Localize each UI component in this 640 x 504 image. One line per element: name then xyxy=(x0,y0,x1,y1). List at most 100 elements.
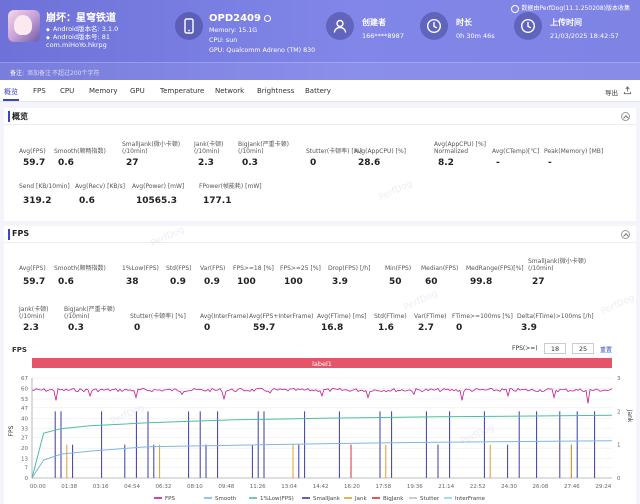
metric-label: FTime>=100ms [%] xyxy=(452,313,513,320)
metric-value: 100 xyxy=(284,277,303,287)
duration-title: 时长 xyxy=(456,18,472,27)
tab-brightness[interactable]: Brightness xyxy=(257,87,295,95)
upload-time-icon xyxy=(514,12,542,40)
section-accent xyxy=(8,111,10,122)
android-version: ◆ Android版本名: 3.1.0 xyxy=(46,25,119,33)
metric-label: Smooth(顺畅指数) xyxy=(54,148,106,155)
metric-value: 38 xyxy=(126,277,139,287)
metric-label: Avg(InterFrame) xyxy=(200,313,249,320)
metric-label: Min(FPS) xyxy=(385,265,412,272)
metric-value: 0.9 xyxy=(204,277,220,287)
device-memory: Memory: 15.1G xyxy=(209,27,258,34)
clock-icon xyxy=(420,12,448,40)
fps-threshold-2-input[interactable]: 25 xyxy=(572,343,594,354)
source-note: 数据由PerfDog(11.1.250208)版本收集 xyxy=(511,3,630,13)
metric-value: 59.7 xyxy=(253,323,276,333)
y2-tick-label: 3 xyxy=(617,376,621,382)
metric-label: BigJank(严重卡顿) (/10min) xyxy=(64,306,115,320)
tab-cpu[interactable]: CPU xyxy=(60,87,75,95)
tab-temperature[interactable]: Temperature xyxy=(160,87,205,95)
metric-value: 0.3 xyxy=(242,158,258,168)
metric-value: 177.1 xyxy=(203,196,232,206)
metric-value: 100 xyxy=(237,277,256,287)
report-header: 崩坏：星穹铁道 ◆ Android版本名: 3.1.0 ◆ Android版本号: … xyxy=(0,0,640,80)
metric-label: Avg(AppCPU) [%] xyxy=(354,148,407,155)
low1pct-series-line xyxy=(31,414,613,479)
metric-label: Send [KB/10min] xyxy=(19,183,70,190)
metric-value: 99.8 xyxy=(470,277,493,287)
legend-item: InterFrame xyxy=(455,496,486,502)
tab-gpu[interactable]: GPU xyxy=(130,87,145,95)
metric-label: MedRange(FPS)[%] xyxy=(466,265,524,272)
note-row: 备注: 添加备注 不超过200个字符 xyxy=(0,62,640,80)
metric-value: 1.6 xyxy=(378,323,394,333)
metric-label: Avg(AppCPU) [%] Normalized xyxy=(434,141,487,155)
legend-item: Stutter xyxy=(420,496,440,502)
metric-value: 27 xyxy=(126,158,139,168)
metric-value: 0.9 xyxy=(170,277,186,287)
export-button[interactable]: 导出 xyxy=(605,89,618,97)
x-tick-label: 11:26 xyxy=(250,484,266,490)
tab-overview[interactable]: 概览 xyxy=(4,88,18,96)
legend-item: Jank xyxy=(354,496,367,502)
fps-threshold-1-input[interactable]: 18 xyxy=(544,343,566,354)
y-tick-label: 20 xyxy=(21,446,28,452)
export-icon[interactable] xyxy=(623,86,632,95)
x-tick-label: 09:48 xyxy=(218,484,234,490)
y-axis-title: FPS xyxy=(8,425,15,436)
add-note-link[interactable]: 添加备注 xyxy=(27,70,52,77)
android-code: ◆ Android版本号: 81 xyxy=(46,33,111,41)
y-tick-label: 0 xyxy=(25,476,29,482)
metric-value: 60 xyxy=(425,277,438,287)
collapse-icon[interactable] xyxy=(621,112,630,121)
tab-battery[interactable]: Battery xyxy=(305,87,331,95)
metric-label: 1%Low(FPS) xyxy=(122,265,159,272)
metric-label: Avg(FPS) xyxy=(19,265,46,272)
metric-label: Jank(卡顿) (/10min) xyxy=(194,141,224,155)
legend-item: 1%Low(FPS) xyxy=(260,496,294,502)
metric-label: Std(FPS) xyxy=(166,265,192,272)
metric-label: Median(FPS) xyxy=(421,265,459,272)
metric-value: 27 xyxy=(532,277,545,287)
metric-value: 319.2 xyxy=(23,196,52,206)
package-name: com.miHoYo.hkrpg xyxy=(46,41,107,49)
label-banner xyxy=(32,358,612,368)
creator-value: 166****8987 xyxy=(362,32,404,40)
metric-value: 3.9 xyxy=(521,323,537,333)
overview-section-header: 概览 xyxy=(4,108,636,125)
smooth-series-line xyxy=(31,440,613,479)
x-tick-label: 13:04 xyxy=(281,484,297,490)
y-tick-label: 7 xyxy=(25,466,29,472)
legend-item: Smooth xyxy=(215,496,237,502)
metric-value: 0 xyxy=(310,158,317,168)
metric-label: Std(FTime) xyxy=(374,313,407,320)
y2-tick-label: 1 xyxy=(617,443,621,449)
device-gpu: GPU: Qualcomm Adreno (TM) 830 xyxy=(209,47,316,54)
y-tick-label: 67 xyxy=(21,376,28,382)
metric-value: 59.7 xyxy=(23,158,46,168)
fps-chart[interactable]: label1 0 7 13 20 27 33 40 47 53 60 67 0 1 2 3 FPS Jank 00:… xyxy=(4,356,636,504)
metric-value: 2.7 xyxy=(418,323,434,333)
reset-button[interactable]: 重置 xyxy=(600,347,613,354)
x-tick-label: 04:54 xyxy=(124,484,140,490)
app-name: 崩坏：星穹铁道 xyxy=(46,13,116,24)
legend-item: SmallJank xyxy=(313,496,341,502)
tab-network[interactable]: Network xyxy=(215,87,245,95)
x-tick-label: 08:10 xyxy=(187,484,203,490)
metric-value: 8.2 xyxy=(438,158,454,168)
collapse-icon[interactable] xyxy=(621,230,630,239)
x-tick-label: 19:36 xyxy=(407,484,423,490)
tab-memory[interactable]: Memory xyxy=(89,87,118,95)
metric-label: Avg(Recv) [KB/s] xyxy=(75,183,126,190)
legend-item: FPS xyxy=(165,496,175,502)
metric-label: FPower(帧能耗) [mW] xyxy=(199,183,262,190)
x-tick-label: 24:30 xyxy=(501,484,517,490)
info-icon[interactable] xyxy=(263,14,271,22)
x-tick-label: 14:42 xyxy=(313,484,329,490)
label-banner-text: label1 xyxy=(312,360,332,368)
tab-fps[interactable]: FPS xyxy=(33,87,46,95)
fps-series-line xyxy=(31,387,613,404)
upload-title: 上传时间 xyxy=(550,18,582,27)
app-icon xyxy=(8,10,40,42)
metric-value: 10565.3 xyxy=(136,196,177,206)
